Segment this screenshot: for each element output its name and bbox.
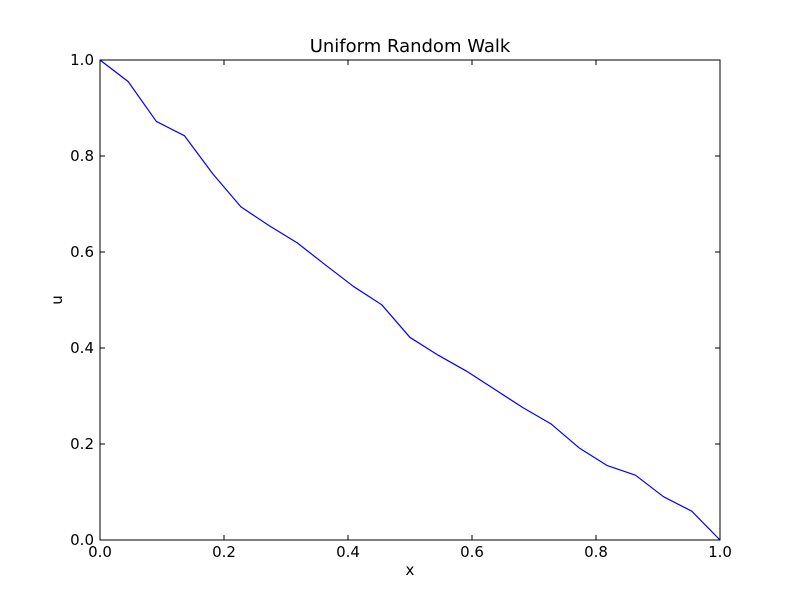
- y-tick-label: 0.6: [70, 243, 94, 261]
- y-tick-label: 0.0: [70, 531, 94, 549]
- x-tick-label: 0.0: [88, 543, 112, 561]
- series-layer: [99, 59, 721, 541]
- x-tick-label: 1.0: [708, 543, 732, 561]
- x-tick-label: 0.4: [336, 543, 360, 561]
- y-tick-label: 1.0: [70, 51, 94, 69]
- chart-title: Uniform Random Walk: [310, 36, 511, 57]
- x-axis-label: x: [406, 561, 415, 579]
- y-axis-label: u: [48, 295, 66, 305]
- x-tick-label: 0.8: [584, 543, 608, 561]
- y-tick-label: 0.4: [70, 339, 94, 357]
- x-tick-label: 0.2: [212, 543, 236, 561]
- plot-frame: [99, 59, 721, 541]
- y-tick-label: 0.2: [70, 435, 94, 453]
- x-tick-label: 0.6: [460, 543, 484, 561]
- series-line-0: [99, 59, 721, 541]
- y-tick-label: 0.8: [70, 147, 94, 165]
